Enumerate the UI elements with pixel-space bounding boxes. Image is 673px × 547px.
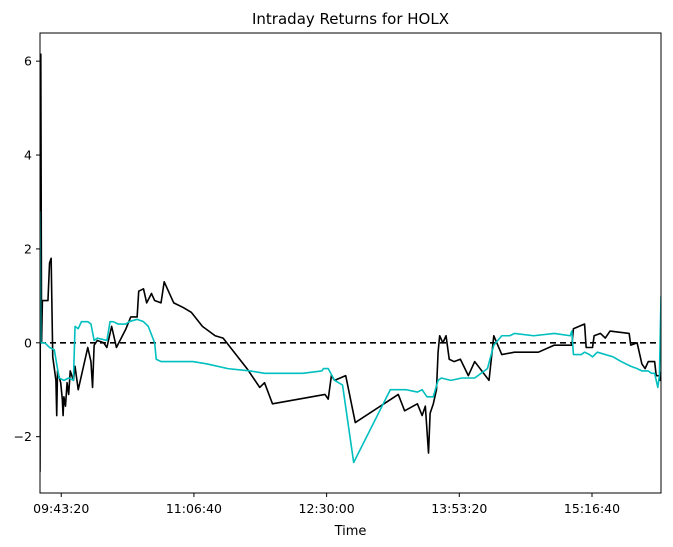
y-tick-label: −2 [14,429,32,444]
chart-title: Intraday Returns for HOLX [252,10,449,28]
plot-area [40,53,661,472]
y-tick-label: 0 [24,335,32,350]
x-axis-label: Time [334,524,367,539]
x-tick-label: 09:43:20 [33,501,89,516]
y-tick-label: 2 [24,241,32,256]
x-tick-label: 15:16:40 [564,501,620,516]
x-tick-label: 13:53:20 [431,501,487,516]
series-line-2 [40,211,661,464]
series-line-1 [40,53,661,472]
plot-frame [39,32,662,494]
x-tick-label: 12:30:00 [299,501,355,516]
x-tick-label: 11:06:40 [166,501,222,516]
y-tick-label: 6 [24,54,32,69]
y-tick-label: 4 [24,148,32,163]
